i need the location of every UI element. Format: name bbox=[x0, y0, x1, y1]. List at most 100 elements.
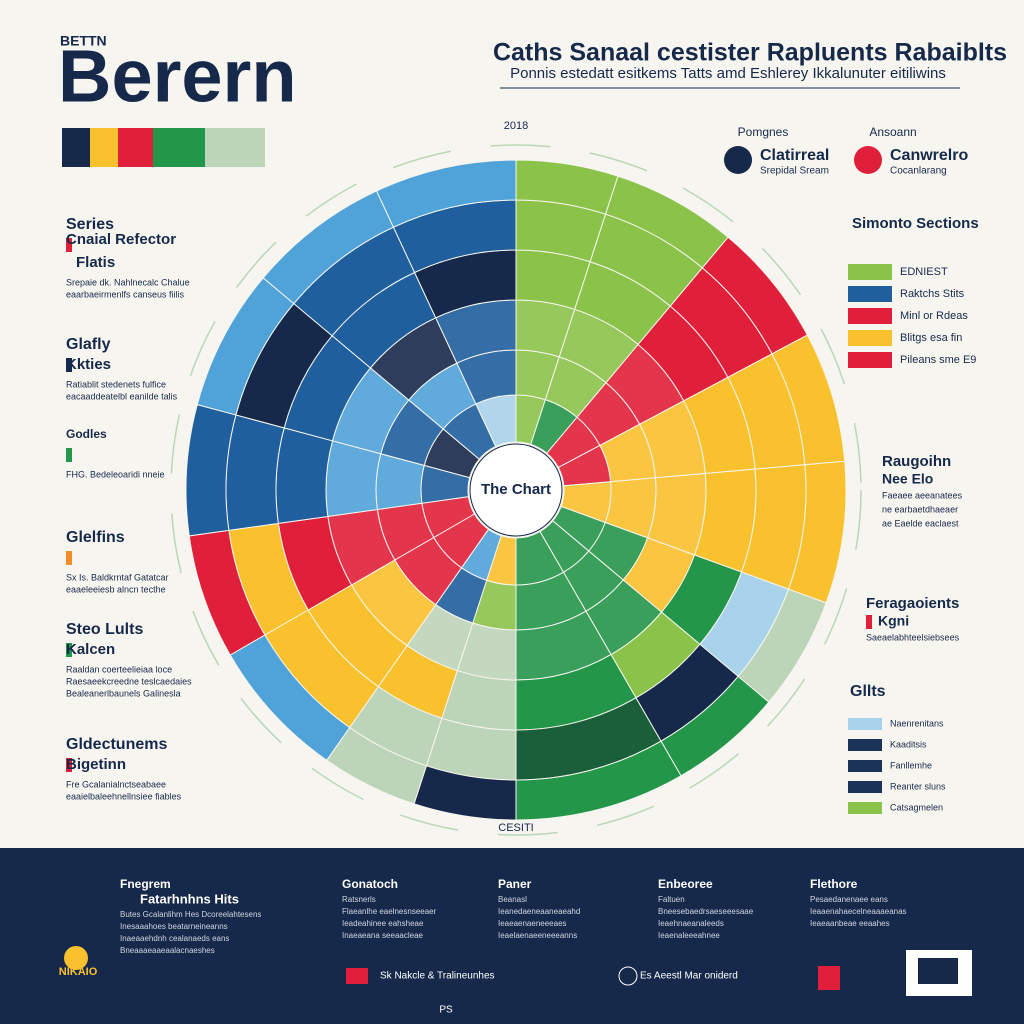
block-swatch bbox=[66, 551, 72, 565]
section-swatch bbox=[848, 352, 892, 368]
footer-line: Ieaeaanbeae eeaahes bbox=[810, 919, 890, 928]
section-item: Minl or Rdeas bbox=[900, 310, 968, 322]
block-title: Steo Lults bbox=[66, 621, 143, 638]
gllts-item: Kaaditsis bbox=[890, 739, 927, 749]
gllts-swatch bbox=[848, 760, 882, 772]
flag-icon bbox=[346, 968, 368, 984]
footer-line: Faltuen bbox=[658, 895, 685, 904]
block-line: eacaaddeatelbl eanilde talis bbox=[66, 391, 178, 401]
section-item: Pileans sme E9 bbox=[900, 354, 976, 366]
outer-ring bbox=[170, 144, 862, 836]
segment bbox=[325, 440, 382, 518]
section-swatch bbox=[848, 330, 892, 346]
block-swatch bbox=[66, 238, 72, 252]
right-title: Caths Sanaal cestister Rapluents Rabaibl… bbox=[493, 39, 1007, 67]
gllts-swatch bbox=[848, 781, 882, 793]
legend-note: Cocanlarang bbox=[890, 166, 947, 177]
gllts-item: Fanllemhe bbox=[890, 760, 932, 770]
legend-name: Clatirreal bbox=[760, 147, 829, 164]
block-subtitle: Bigetinn bbox=[66, 756, 126, 773]
footer-subtitle: Fatarhnhns Hits bbox=[140, 891, 239, 906]
footer-line: Ieanedaeneaaneaeahd bbox=[498, 907, 580, 916]
footer-line: Ieaaenahaecelneaaaeanas bbox=[810, 907, 907, 916]
block-subtitle: Kkties bbox=[66, 356, 111, 373]
right-swatch bbox=[866, 615, 872, 629]
block-line: Raaldan coerteelieiaa loce bbox=[66, 664, 172, 674]
footer-line: Beanasl bbox=[498, 895, 527, 904]
footer-line: Inaeaaehdnh cealanaeds eans bbox=[120, 934, 229, 943]
footer-logo: NIKAIO bbox=[59, 966, 98, 978]
footer-note: Sk Nakcle & Tralineunhes bbox=[380, 971, 495, 982]
footer-title: Gonatoch bbox=[342, 877, 398, 891]
block-title: Glafly bbox=[66, 336, 111, 353]
footer-line: Bneaaaeaaeaalacnaeshes bbox=[120, 946, 215, 955]
right-title: Raugoihn bbox=[882, 453, 951, 470]
block-line: eaaielbaleehnellnsiee fiables bbox=[66, 791, 182, 801]
footer-line: Flaeanlhe eaelnesnseeaer bbox=[342, 907, 437, 916]
block-line: Bealeanerlbaunels Galinesla bbox=[66, 688, 181, 698]
block-title: Godles bbox=[66, 427, 107, 441]
legend-note: Srepidal Sream bbox=[760, 166, 829, 177]
legend-name: Canwrelro bbox=[890, 147, 968, 164]
globe-icon bbox=[618, 966, 638, 986]
right-subtitle: Kgni bbox=[878, 613, 909, 629]
footer-band bbox=[0, 848, 1024, 1024]
block-title: Gldectunems bbox=[66, 736, 167, 753]
footer-page: PS bbox=[439, 1005, 453, 1016]
gllts-swatch bbox=[848, 718, 882, 730]
right-subtitle: Ponnis estedatt esitkems Tatts amd Eshle… bbox=[510, 65, 946, 82]
right-title: Feragaoients bbox=[866, 595, 959, 612]
kicker: BETTN bbox=[60, 33, 107, 49]
footer-line: Ieaehnaeanaleeds bbox=[658, 919, 724, 928]
right-line: ne earbaetdhaeaer bbox=[882, 504, 958, 514]
chart-bottom-label: CESITI bbox=[498, 822, 533, 834]
section-swatch bbox=[848, 264, 892, 280]
right-subtitle: Nee Elo bbox=[882, 471, 933, 487]
gllts-item: Catsagmelen bbox=[890, 802, 943, 812]
block-line: FHG. Bedeleoaridi nneie bbox=[66, 469, 165, 479]
block-line: Srepaie dk. Nahlnecalc Chalue bbox=[66, 277, 190, 287]
block-swatch bbox=[66, 643, 72, 657]
right-line: ae Eaelde eaclaest bbox=[882, 518, 959, 528]
footer-note: Es Aeestl Mar oniderd bbox=[640, 971, 738, 982]
section-item: EDNIEST bbox=[900, 266, 948, 278]
footer-line: Pesaedanenaee eans bbox=[810, 895, 888, 904]
gllts-item: Naenrenitans bbox=[890, 718, 944, 728]
logo-mark bbox=[64, 946, 88, 970]
footer-title: Enbeoree bbox=[658, 877, 713, 891]
block-subtitle: Kalcen bbox=[66, 641, 115, 658]
gllts-item: Reanter sluns bbox=[890, 781, 946, 791]
center-label: The Chart bbox=[481, 481, 551, 498]
block-subtitle: Cnaial Refector bbox=[66, 231, 176, 248]
section-item: Blitgs esa fin bbox=[900, 332, 962, 344]
block-label: Flatis bbox=[76, 254, 115, 271]
legend-dot bbox=[854, 146, 882, 174]
block-line: eaarbaeirmenlfs canseus fiilis bbox=[66, 289, 185, 299]
footer-line: Ieadeahinee eahsheae bbox=[342, 919, 424, 928]
footer-title: Paner bbox=[498, 877, 532, 891]
footer-line: Bneesebaedrsaeseeesaae bbox=[658, 907, 754, 916]
footer-line: Ieaeaenaeneeeaes bbox=[498, 919, 567, 928]
sections-title: Simonto Sections bbox=[852, 215, 979, 232]
section-swatch bbox=[848, 286, 892, 302]
segment bbox=[225, 414, 285, 531]
segment bbox=[375, 159, 517, 228]
footer-title: Fnegrem bbox=[120, 877, 171, 891]
block-title: Series bbox=[66, 216, 114, 233]
footer-line: Ieaenaleeeahnee bbox=[658, 931, 720, 940]
gllts-swatch bbox=[848, 739, 882, 751]
block-swatch bbox=[66, 448, 72, 462]
color-bar bbox=[62, 128, 265, 167]
block-line: eaaeleeiesb alncn tecthe bbox=[66, 584, 166, 594]
block-line: Fre Gcalanialnctseabaee bbox=[66, 779, 166, 789]
block-swatch bbox=[66, 758, 72, 772]
block-title: Glelfins bbox=[66, 529, 125, 546]
footer-line: Inesaaahoes beatarneineanns bbox=[120, 922, 228, 931]
footer-line: Inaeaeana seeaacleae bbox=[342, 931, 424, 940]
block-line: Sx Is. Baldkrntaf Gatatcar bbox=[66, 572, 169, 582]
sunburst bbox=[170, 144, 862, 836]
legend-title: Pomgnes bbox=[738, 125, 789, 139]
book-icon bbox=[818, 966, 840, 990]
center bbox=[469, 443, 563, 537]
